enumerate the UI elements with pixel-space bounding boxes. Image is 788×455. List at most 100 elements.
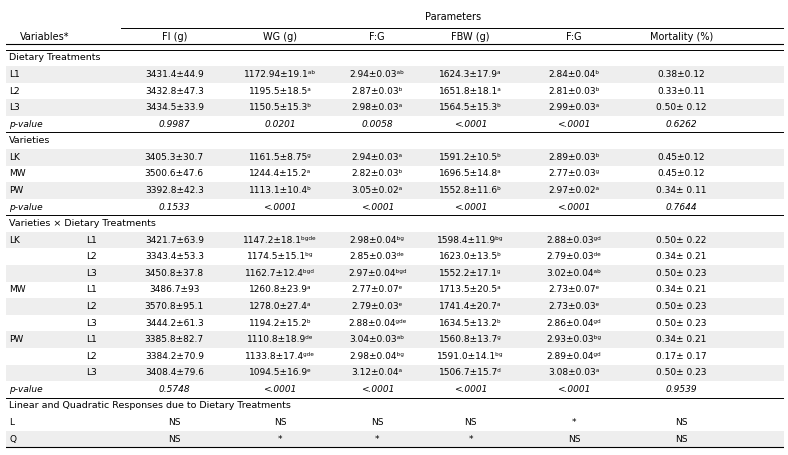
Text: F:G: F:G [567,31,582,41]
Text: 2.94±0.03ᵃ: 2.94±0.03ᵃ [351,153,403,162]
Text: 2.94±0.03ᵃᵇ: 2.94±0.03ᵃᵇ [350,70,405,79]
Bar [6,431,784,447]
Text: NS: NS [168,418,180,427]
Text: 1161.5±8.75ᶢ: 1161.5±8.75ᶢ [249,153,311,162]
Text: 1194.2±15.2ᵇ: 1194.2±15.2ᵇ [249,318,311,328]
Text: L1: L1 [86,335,96,344]
Text: 3392.8±42.3: 3392.8±42.3 [145,186,204,195]
Text: p-value: p-value [9,120,43,129]
Text: 1623.0±13.5ᵇ: 1623.0±13.5ᵇ [439,252,502,261]
Text: 3.08±0.03ᵃ: 3.08±0.03ᵃ [548,368,600,377]
Text: 2.89±0.03ᵇ: 2.89±0.03ᵇ [548,153,600,162]
Text: 3432.8±47.3: 3432.8±47.3 [145,86,204,96]
Text: 2.87±0.03ᵇ: 2.87±0.03ᵇ [351,86,403,96]
Text: L2: L2 [86,352,96,361]
Text: 1634.5±13.2ᵇ: 1634.5±13.2ᵇ [439,318,502,328]
Text: 0.50± 0.12: 0.50± 0.12 [656,103,707,112]
Text: 3384.2±70.9: 3384.2±70.9 [145,352,204,361]
Text: L: L [9,418,14,427]
Text: 1195.5±18.5ᵃ: 1195.5±18.5ᵃ [249,86,311,96]
Text: NS: NS [273,418,286,427]
Bar [6,331,784,348]
Text: LK: LK [9,236,20,245]
Text: 3450.8±37.8: 3450.8±37.8 [145,269,204,278]
Text: 1598.4±11.9ᵇᶢ: 1598.4±11.9ᵇᶢ [437,236,504,245]
Text: 1591.0±14.1ᵇᶢ: 1591.0±14.1ᵇᶢ [437,352,504,361]
Text: NS: NS [371,418,384,427]
Bar [6,99,784,116]
Text: 1560.8±13.7ᶢ: 1560.8±13.7ᶢ [439,335,502,344]
Text: 2.73±0.07ᵉ: 2.73±0.07ᵉ [548,285,600,294]
Text: 2.88±0.03ᶢᵈ: 2.88±0.03ᶢᵈ [547,236,601,245]
Text: 3421.7±63.9: 3421.7±63.9 [145,236,204,245]
Bar [6,265,784,282]
Text: 1172.94±19.1ᵃᵇ: 1172.94±19.1ᵃᵇ [244,70,316,79]
Text: *: * [572,418,576,427]
Text: *: * [375,435,380,444]
Text: 0.6262: 0.6262 [666,120,697,129]
Text: 3570.8±95.1: 3570.8±95.1 [145,302,204,311]
Text: L1: L1 [86,285,96,294]
Text: 3385.8±82.7: 3385.8±82.7 [145,335,204,344]
Text: Varieties × Dietary Treatments: Varieties × Dietary Treatments [9,219,156,228]
Bar [6,182,784,199]
Text: Parameters: Parameters [425,12,481,22]
Text: 1174.5±15.1ᵇᶢ: 1174.5±15.1ᵇᶢ [247,252,314,261]
Text: 3486.7±93: 3486.7±93 [149,285,199,294]
Bar [6,364,784,381]
Text: <.0001: <.0001 [361,385,394,394]
Text: 1552.2±17.1ᶢ: 1552.2±17.1ᶢ [440,269,502,278]
Text: 2.93±0.03ᵇᶢ: 2.93±0.03ᵇᶢ [547,335,601,344]
Text: 0.9987: 0.9987 [158,120,190,129]
Text: 1244.4±15.2ᵃ: 1244.4±15.2ᵃ [249,169,311,178]
Text: 3431.4±44.9: 3431.4±44.9 [145,70,203,79]
Text: 3500.6±47.6: 3500.6±47.6 [145,169,204,178]
Text: 1110.8±18.9ᵈᵉ: 1110.8±18.9ᵈᵉ [247,335,314,344]
Text: 0.50± 0.23: 0.50± 0.23 [656,318,707,328]
Text: 0.7644: 0.7644 [666,202,697,212]
Text: 0.5748: 0.5748 [158,385,190,394]
Text: <.0001: <.0001 [263,202,297,212]
Text: FI (g): FI (g) [162,31,187,41]
Text: 1094.5±16.9ᵉ: 1094.5±16.9ᵉ [249,368,311,377]
Text: NS: NS [675,418,688,427]
Text: MW: MW [9,169,26,178]
Text: 0.50± 0.23: 0.50± 0.23 [656,302,707,311]
Text: 1113.1±10.4ᵇ: 1113.1±10.4ᵇ [248,186,311,195]
Text: <.0001: <.0001 [263,385,297,394]
Text: p-value: p-value [9,385,43,394]
Text: 3.02±0.04ᵃᵇ: 3.02±0.04ᵃᵇ [547,269,601,278]
Text: NS: NS [675,435,688,444]
Text: 1713.5±20.5ᵃ: 1713.5±20.5ᵃ [439,285,502,294]
Text: 0.50± 0.23: 0.50± 0.23 [656,269,707,278]
Text: Dietary Treatments: Dietary Treatments [9,53,101,62]
Text: 2.73±0.03ᵉ: 2.73±0.03ᵉ [548,302,600,311]
Text: *: * [468,435,473,444]
Text: 1696.5±14.8ᵃ: 1696.5±14.8ᵃ [439,169,502,178]
Text: 2.97±0.04ᵇᶢᵈ: 2.97±0.04ᵇᶢᵈ [348,269,407,278]
Text: 0.34± 0.21: 0.34± 0.21 [656,285,707,294]
Text: WG (g): WG (g) [263,31,297,41]
Text: 1162.7±12.4ᵇᶢᵈ: 1162.7±12.4ᵇᶢᵈ [245,269,315,278]
Text: 0.38±0.12: 0.38±0.12 [657,70,705,79]
Text: 0.50± 0.22: 0.50± 0.22 [656,236,707,245]
Bar [6,66,784,83]
Text: 1147.2±18.1ᵇᶢᵈᵉ: 1147.2±18.1ᵇᶢᵈᵉ [243,236,317,245]
Text: PW: PW [9,186,24,195]
Text: NS: NS [168,435,180,444]
Text: 3343.4±53.3: 3343.4±53.3 [145,252,204,261]
Text: 2.98±0.03ᵃ: 2.98±0.03ᵃ [351,103,403,112]
Text: L3: L3 [9,103,20,112]
Text: 0.0058: 0.0058 [362,120,393,129]
Text: Q: Q [9,435,17,444]
Text: 0.1533: 0.1533 [158,202,190,212]
Text: L1: L1 [86,236,96,245]
Text: 2.84±0.04ᵇ: 2.84±0.04ᵇ [548,70,600,79]
Text: 2.77±0.07ᵉ: 2.77±0.07ᵉ [351,285,403,294]
Text: L1: L1 [9,70,20,79]
Text: 0.34± 0.21: 0.34± 0.21 [656,252,707,261]
Text: 2.97±0.02ᵃ: 2.97±0.02ᵃ [548,186,600,195]
Text: L2: L2 [86,302,96,311]
Text: 1651.8±18.1ᵃ: 1651.8±18.1ᵃ [439,86,502,96]
Text: 0.17± 0.17: 0.17± 0.17 [656,352,707,361]
